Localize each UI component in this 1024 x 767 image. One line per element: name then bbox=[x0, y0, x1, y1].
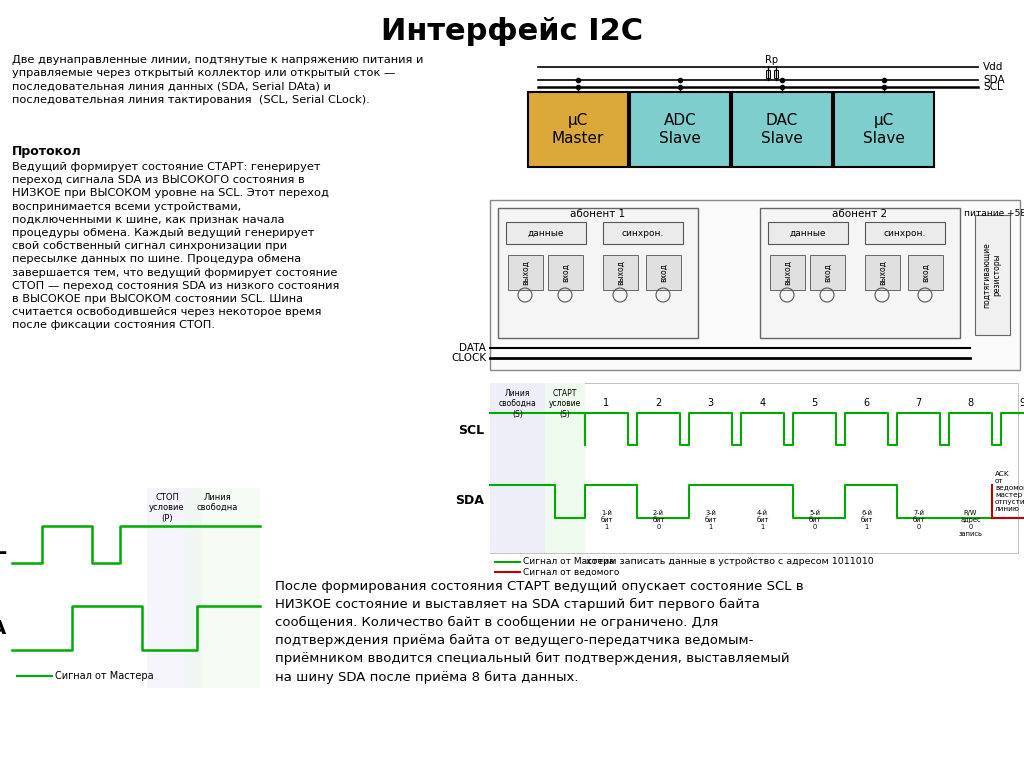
Bar bbox=[545, 383, 585, 553]
Text: 8: 8 bbox=[968, 398, 974, 408]
Text: выход: выход bbox=[783, 260, 792, 285]
Text: ACK
от
ведомого,
мастер
отпустил
линию: ACK от ведомого, мастер отпустил линию bbox=[995, 471, 1024, 512]
Text: 9: 9 bbox=[1020, 398, 1024, 408]
Text: Ведущий формирует состояние СТАРТ: генерирует
переход сигнала SDA из ВЫСОКОГО со: Ведущий формирует состояние СТАРТ: генер… bbox=[12, 162, 339, 331]
Text: 2-й
бит
0: 2-й бит 0 bbox=[652, 510, 665, 530]
Bar bbox=[865, 222, 945, 244]
Text: хотим записать данные в устройство с адресом 1011010: хотим записать данные в устройство с адр… bbox=[586, 558, 873, 567]
Bar bbox=[548, 255, 583, 290]
Text: абонент 2: абонент 2 bbox=[833, 209, 888, 219]
Text: ADC
Slave: ADC Slave bbox=[659, 114, 701, 146]
Text: синхрон.: синхрон. bbox=[884, 229, 926, 238]
Bar bbox=[490, 200, 1020, 370]
Text: 3: 3 bbox=[708, 398, 714, 408]
Bar bbox=[646, 255, 681, 290]
Text: Линия
свободна: Линия свободна bbox=[197, 493, 238, 512]
Text: SCL: SCL bbox=[0, 538, 7, 558]
Text: DATA: DATA bbox=[459, 343, 486, 353]
Text: абонент 1: абонент 1 bbox=[570, 209, 626, 219]
Text: выход: выход bbox=[878, 260, 887, 285]
Bar bbox=[732, 92, 831, 167]
Bar bbox=[498, 208, 698, 338]
Bar bbox=[603, 222, 683, 244]
Text: μC
Slave: μC Slave bbox=[863, 114, 905, 146]
Text: Протокол: Протокол bbox=[12, 145, 82, 158]
Bar bbox=[768, 222, 848, 244]
Text: вход: вход bbox=[659, 263, 668, 282]
Text: данные: данные bbox=[790, 229, 826, 238]
Text: 1-й
бит
1: 1-й бит 1 bbox=[600, 510, 612, 530]
Bar bbox=[508, 255, 543, 290]
Text: R/W
адрес
0
запись: R/W адрес 0 запись bbox=[958, 510, 982, 537]
Bar bbox=[774, 70, 778, 77]
Text: Интерфейс I2C: Интерфейс I2C bbox=[381, 18, 643, 47]
Bar bbox=[147, 488, 202, 688]
Text: Vdd: Vdd bbox=[983, 62, 1004, 72]
Text: SCL: SCL bbox=[983, 82, 1002, 92]
Bar bbox=[490, 383, 1018, 553]
Text: CLOCK: CLOCK bbox=[451, 353, 486, 363]
Text: 4: 4 bbox=[760, 398, 766, 408]
Text: данные: данные bbox=[527, 229, 564, 238]
Bar bbox=[490, 383, 545, 553]
Text: выход: выход bbox=[616, 260, 625, 285]
Bar bbox=[865, 255, 900, 290]
Text: Rp: Rp bbox=[765, 55, 778, 65]
Text: SDA: SDA bbox=[0, 618, 7, 637]
Text: синхрон.: синхрон. bbox=[622, 229, 665, 238]
Bar bbox=[603, 255, 638, 290]
Text: 4-й
бит
1: 4-й бит 1 bbox=[757, 510, 769, 530]
Text: 7: 7 bbox=[915, 398, 922, 408]
Bar bbox=[908, 255, 943, 290]
Text: 6-й
бит
1: 6-й бит 1 bbox=[860, 510, 872, 530]
Bar bbox=[975, 215, 1010, 335]
Text: Сигнал от ведомого: Сигнал от ведомого bbox=[523, 568, 620, 577]
Text: DAC
Slave: DAC Slave bbox=[761, 114, 803, 146]
Bar bbox=[506, 222, 586, 244]
Text: Сигнал от Мастера: Сигнал от Мастера bbox=[55, 671, 154, 681]
Text: После формирования состояния СТАРТ ведущий опускает состояние SCL в
НИЗКОЕ состо: После формирования состояния СТАРТ ведущ… bbox=[275, 580, 804, 683]
Bar bbox=[760, 208, 961, 338]
Text: вход: вход bbox=[561, 263, 570, 282]
Bar bbox=[770, 255, 805, 290]
Text: вход: вход bbox=[921, 263, 930, 282]
Text: выход: выход bbox=[521, 260, 530, 285]
Text: SDA: SDA bbox=[455, 495, 484, 508]
Bar bbox=[834, 92, 934, 167]
Text: 1: 1 bbox=[603, 398, 609, 408]
Bar bbox=[766, 70, 770, 77]
Bar bbox=[187, 488, 260, 688]
Bar bbox=[528, 92, 628, 167]
Text: Две двунаправленные линии, подтянутые к напряжению питания и
управляемые через о: Две двунаправленные линии, подтянутые к … bbox=[12, 55, 423, 104]
Text: SCL: SCL bbox=[458, 423, 484, 436]
Text: СТОП
условие
(P): СТОП условие (P) bbox=[150, 493, 184, 523]
Text: 5-й
бит
0: 5-й бит 0 bbox=[808, 510, 820, 530]
Text: 5: 5 bbox=[811, 398, 817, 408]
Text: 3-й
бит
1: 3-й бит 1 bbox=[705, 510, 717, 530]
Text: 7-й
бит
0: 7-й бит 0 bbox=[912, 510, 925, 530]
Bar bbox=[630, 92, 730, 167]
Text: подтягивающие
резисторы: подтягивающие резисторы bbox=[982, 242, 1001, 308]
Text: 6: 6 bbox=[863, 398, 869, 408]
Bar bbox=[810, 255, 845, 290]
Text: 2: 2 bbox=[655, 398, 662, 408]
Text: μC
Master: μC Master bbox=[552, 114, 604, 146]
Text: СТАРТ
условие
(S): СТАРТ условие (S) bbox=[549, 389, 582, 419]
Text: Линия
свободна
(S): Линия свободна (S) bbox=[499, 389, 537, 419]
Text: вход: вход bbox=[823, 263, 831, 282]
Text: SDA: SDA bbox=[983, 75, 1005, 85]
Text: питание +5В: питание +5В bbox=[964, 209, 1024, 219]
Text: Сигнал от Мастера: Сигнал от Мастера bbox=[523, 558, 614, 567]
